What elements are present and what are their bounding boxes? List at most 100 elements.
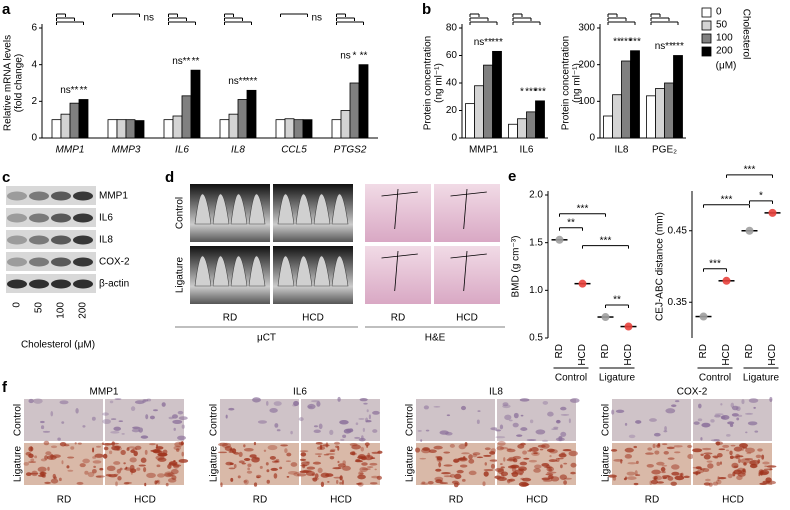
bar	[284, 118, 295, 139]
significance-label: *	[520, 87, 524, 98]
image-texture	[661, 471, 666, 474]
image-texture	[645, 452, 654, 455]
significance-label: **	[665, 41, 673, 52]
image-texture	[164, 471, 174, 477]
image-texture	[744, 458, 754, 461]
image-texture	[636, 460, 639, 465]
image-texture	[674, 451, 681, 454]
x-tick-label: RD	[600, 344, 611, 358]
image-texture	[369, 462, 378, 466]
blot-strip	[6, 230, 96, 249]
image-texture	[633, 482, 639, 486]
tooth	[313, 255, 331, 287]
image-texture	[266, 469, 270, 473]
image-texture	[243, 479, 249, 485]
significance-label: ns	[312, 13, 323, 24]
blot-band	[7, 279, 27, 289]
image-texture	[656, 481, 664, 484]
image-texture	[181, 424, 185, 429]
image-texture	[727, 421, 735, 425]
image-texture	[145, 414, 149, 420]
image-texture	[96, 445, 101, 448]
image-texture	[274, 460, 279, 463]
image	[105, 399, 184, 441]
measure-line	[394, 188, 399, 230]
image-texture	[649, 480, 653, 486]
image-texture	[635, 420, 642, 424]
image-texture	[451, 480, 459, 485]
image-texture	[737, 414, 743, 417]
bar	[664, 82, 674, 139]
bar	[526, 111, 536, 139]
image-texture	[58, 477, 62, 482]
image-texture	[417, 430, 422, 432]
image-texture	[651, 469, 661, 475]
image-texture	[548, 459, 558, 462]
bar	[349, 82, 360, 139]
image-texture	[464, 442, 468, 447]
image-texture	[299, 458, 307, 461]
image-texture	[563, 477, 572, 480]
image-texture	[356, 482, 362, 485]
image-texture	[490, 463, 495, 469]
image-texture	[170, 468, 179, 475]
bar	[107, 119, 118, 139]
tooth	[313, 193, 331, 225]
image-texture	[175, 448, 180, 452]
image-texture	[238, 460, 245, 464]
image-texture	[317, 467, 323, 474]
image-texture	[535, 429, 546, 435]
image-texture	[526, 439, 537, 441]
significance-label: ns	[340, 50, 351, 61]
image-texture	[337, 463, 346, 468]
row-label: Control	[601, 404, 612, 436]
image-texture	[161, 402, 166, 407]
tooth	[248, 255, 266, 287]
image-texture	[666, 446, 675, 450]
measure-line	[381, 253, 418, 259]
panel-label: c	[2, 169, 10, 186]
image-texture	[502, 404, 511, 409]
image-texture	[311, 477, 320, 480]
image-texture	[153, 409, 158, 412]
significance-label: ***	[620, 36, 632, 47]
image-texture	[79, 463, 86, 468]
image-texture	[490, 427, 498, 431]
image-texture	[569, 398, 580, 403]
image-texture	[443, 451, 451, 454]
image-texture	[52, 473, 56, 479]
image-texture	[730, 402, 735, 408]
image-texture	[82, 458, 90, 464]
group-label: Ligature	[743, 373, 780, 384]
row-label: Control	[175, 197, 186, 229]
significance-label: **	[613, 295, 621, 306]
image-texture	[456, 469, 464, 474]
y-tick-label: 6	[31, 23, 37, 34]
image-texture	[318, 423, 323, 430]
measure-line	[450, 191, 487, 197]
column-label: RD	[253, 495, 267, 506]
blot-band	[29, 235, 49, 245]
image-texture	[500, 466, 505, 469]
image-texture	[243, 447, 254, 452]
image-texture	[144, 482, 147, 487]
image-texture	[311, 473, 315, 476]
image-texture	[365, 419, 372, 423]
image-texture	[707, 463, 714, 469]
lane-label: 200	[78, 302, 89, 319]
x-tick-label: IL8	[231, 145, 245, 156]
image-texture	[149, 415, 155, 420]
image-texture	[740, 458, 750, 464]
image-texture	[518, 466, 527, 472]
bar	[228, 113, 239, 139]
legend-label: 200	[716, 46, 733, 57]
image-texture	[702, 447, 712, 451]
image-texture	[714, 414, 721, 418]
image-texture	[123, 462, 126, 465]
image-texture	[273, 401, 282, 406]
mean-dot	[745, 226, 754, 235]
image-texture	[730, 444, 736, 447]
group-label: H&E	[425, 333, 446, 344]
image-texture	[238, 451, 243, 458]
image-texture	[299, 470, 310, 474]
